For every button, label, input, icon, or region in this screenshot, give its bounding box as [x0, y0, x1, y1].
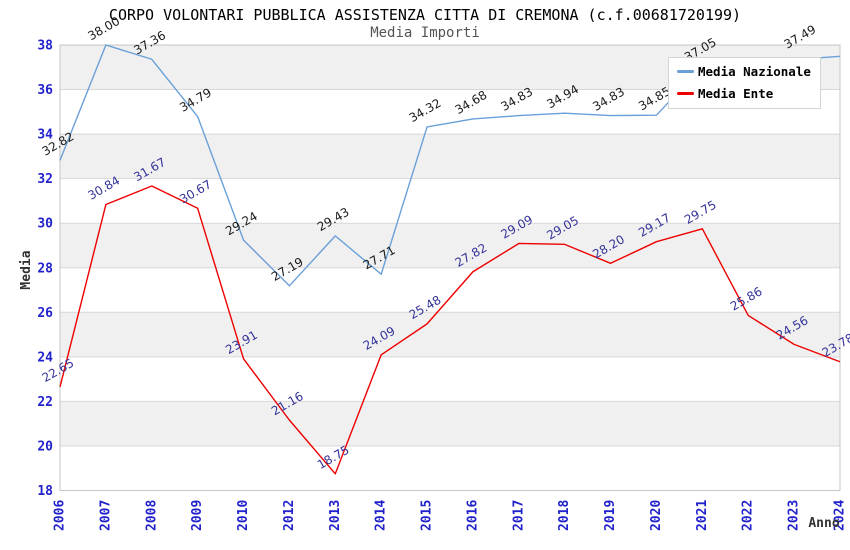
- media-nazionale-line-swatch-icon: [677, 70, 694, 74]
- point-label: 30.67: [177, 177, 214, 206]
- legend: Media Nazionale Media Ente: [668, 57, 821, 109]
- x-tick-label: 2013: [328, 500, 343, 531]
- x-tick-label: 2006: [53, 500, 68, 531]
- x-tick-label: 2008: [144, 500, 159, 531]
- series-line-media-ente: [59, 185, 841, 475]
- series-line-media-nazionale: [59, 44, 841, 287]
- point-label: 18.75: [315, 443, 352, 472]
- x-tick-label: 2024: [833, 500, 848, 531]
- y-tick-label: 38: [37, 39, 53, 54]
- x-tick-label: 2023: [787, 500, 802, 531]
- y-tick-label: 26: [37, 306, 53, 321]
- media-ente-line-swatch-icon: [677, 92, 694, 96]
- legend-item-media-nazionale[interactable]: Media Nazionale: [677, 65, 811, 79]
- x-axis-title: Anno: [808, 516, 839, 531]
- x-tick-label: 2010: [236, 500, 251, 531]
- y-axis-title: Media: [19, 250, 34, 289]
- point-label: 34.32: [407, 96, 444, 125]
- legend-label-media-ente: Media Ente: [698, 85, 774, 101]
- x-tick-label: 2017: [511, 500, 526, 531]
- x-tick-label: 2018: [557, 500, 572, 531]
- y-tick-label: 22: [37, 395, 53, 410]
- x-tick-label: 2015: [420, 500, 435, 531]
- y-tick-label: 36: [37, 83, 53, 98]
- chart-title: CORPO VOLONTARI PUBBLICA ASSISTENZA CITT…: [108, 6, 742, 24]
- x-tick-label: 2009: [190, 500, 205, 531]
- point-label: 29.75: [682, 198, 719, 227]
- point-label: 38.00: [86, 14, 123, 43]
- plot-band: [60, 223, 840, 268]
- y-tick-label: 30: [37, 217, 53, 232]
- legend-item-media-ente[interactable]: Media Ente: [677, 85, 811, 101]
- chart-subtitle: Media Importi: [370, 25, 480, 41]
- y-tick-label: 34: [37, 128, 53, 143]
- y-tick-label: 28: [37, 261, 53, 276]
- x-tick-label: 2022: [741, 500, 756, 531]
- legend-label-media-nazionale: Media Nazionale: [698, 64, 811, 79]
- plot-border: [59, 44, 841, 491]
- plot-band: [60, 401, 840, 446]
- plot-band: [60, 312, 840, 357]
- x-tick-label: 2019: [603, 500, 618, 531]
- x-tick-label: 2012: [282, 500, 297, 531]
- point-label: 34.68: [453, 88, 490, 117]
- x-tick-label: 2014: [374, 500, 389, 531]
- x-tick-label: 2020: [649, 500, 664, 531]
- y-tick-label: 20: [37, 439, 53, 454]
- x-tick-label: 2016: [465, 500, 480, 531]
- y-tick-label: 18: [37, 484, 53, 499]
- x-tick-label: 2007: [98, 500, 113, 531]
- x-tick-label: 2021: [695, 500, 710, 531]
- y-tick-label: 32: [37, 172, 53, 187]
- plot-band: [60, 134, 840, 179]
- y-tick-label: 24: [37, 350, 53, 365]
